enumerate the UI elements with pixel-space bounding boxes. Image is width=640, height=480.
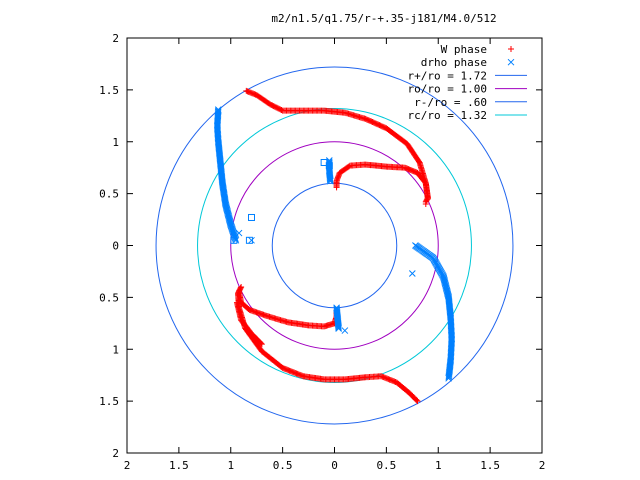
y-tick-label: 1.5 [99, 395, 119, 408]
data-point [248, 236, 255, 244]
series-w-phase [233, 87, 431, 405]
data-point [245, 236, 253, 244]
data-point [229, 227, 237, 235]
data-points [213, 87, 456, 405]
x-tick-label: 0.5 [273, 459, 293, 472]
data-point [445, 373, 453, 381]
x-tick-label: 1 [435, 459, 442, 472]
data-point [228, 224, 236, 232]
series-drho-phase [213, 106, 456, 382]
circle-r-ro-60 [271, 182, 398, 309]
y-tick-label: 0 [112, 240, 119, 253]
reference-circles [155, 66, 514, 425]
data-point [232, 236, 240, 244]
data-point [238, 284, 245, 290]
data-point [258, 341, 265, 348]
legend-label: rc/ro = 1.32 [408, 109, 487, 122]
y-tick-label: 2 [112, 447, 119, 460]
data-point [248, 213, 255, 221]
legend-label: r+/ro = 1.72 [408, 69, 487, 82]
data-point [326, 176, 334, 184]
legend-label: r-/ro = .60 [414, 96, 487, 109]
data-point [227, 222, 235, 230]
data-point [333, 184, 340, 191]
x-tick-label: 2 [124, 459, 131, 472]
data-point [230, 229, 237, 237]
data-point [237, 285, 244, 292]
y-tick-label: 0.5 [99, 291, 119, 304]
y-tick-label: 1 [112, 343, 119, 356]
legend-label: W phase [441, 43, 487, 56]
x-tick-label: 1.5 [480, 459, 500, 472]
series-drho-phase-square-markers [230, 159, 333, 244]
legend-swatch [507, 58, 515, 66]
data-point [235, 229, 243, 237]
data-point [445, 372, 453, 380]
data-point [230, 236, 238, 244]
axis-ticks: 2 1.5 1 0.5 0 0.5 1 1.5 221.510.500.511.52 [99, 32, 545, 472]
circle-r-ro-1-72 [155, 66, 514, 425]
x-tick-label: 1.5 [169, 459, 189, 472]
data-point [326, 175, 334, 183]
data-point [408, 270, 416, 277]
x-tick-label: 1 [227, 459, 234, 472]
x-tick-label: 0 [331, 459, 338, 472]
data-point [326, 177, 334, 185]
data-point [227, 221, 235, 229]
legend-swatch [508, 46, 514, 52]
data-point [335, 325, 343, 332]
data-point [229, 228, 237, 236]
circle-ro-ro-1-00 [230, 141, 439, 350]
data-point [422, 201, 429, 207]
data-point [228, 226, 236, 233]
data-point [325, 162, 333, 170]
data-point [258, 340, 265, 347]
x-tick-label: 2 [539, 459, 546, 472]
data-point [228, 223, 235, 231]
data-point [227, 220, 234, 227]
data-point [230, 230, 238, 238]
y-tick-label: 2 [112, 32, 119, 45]
data-point [335, 322, 342, 330]
y-tick-label: 0.5 [99, 188, 119, 201]
y-tick-label: 1.5 [99, 84, 119, 97]
data-point [341, 327, 349, 334]
chart-title: m2/n1.5/q1.75/r-+.35-j181/M4.0/512 [271, 12, 496, 25]
x-tick-label: 0.5 [376, 459, 396, 472]
circle-rc-ro-1-32 [197, 108, 472, 383]
y-tick-label: 1 [112, 136, 119, 149]
data-point [335, 323, 342, 331]
legend-label: ro/ro = 1.00 [408, 83, 487, 96]
legend-label: drho phase [421, 56, 487, 69]
data-point [445, 374, 452, 382]
